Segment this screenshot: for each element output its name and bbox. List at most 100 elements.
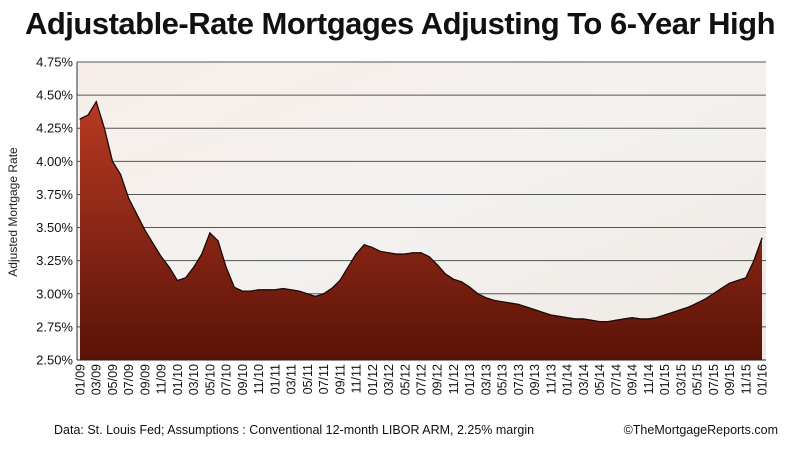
- footer-copyright: ©TheMortgageReports.com: [623, 423, 778, 437]
- x-tick-label: 03/10: [187, 364, 201, 395]
- data-point: [371, 246, 373, 249]
- data-point: [209, 232, 211, 234]
- data-point: [574, 318, 576, 320]
- x-tick-label: 01/16: [756, 364, 770, 395]
- x-tick-label: 07/14: [609, 364, 623, 395]
- x-tick-label: 05/14: [593, 364, 607, 395]
- data-point: [355, 253, 357, 255]
- data-point: [298, 290, 300, 292]
- y-tick-label: 4.75%: [36, 55, 73, 70]
- x-tick-label: 11/11: [350, 364, 364, 393]
- data-point: [461, 281, 463, 283]
- data-point: [404, 253, 406, 255]
- data-point: [485, 297, 487, 299]
- data-point: [331, 287, 333, 290]
- footer-source: Data: St. Louis Fed; Assumptions : Conve…: [54, 423, 535, 437]
- x-tick-label: 05/09: [106, 364, 120, 395]
- x-tick-label: 01/13: [463, 364, 477, 395]
- x-tick-label: 03/15: [674, 364, 688, 395]
- x-tick-label: 03/13: [479, 364, 493, 395]
- x-tick-label: 09/15: [723, 364, 737, 395]
- data-point: [95, 101, 97, 103]
- x-tick-label: 07/15: [707, 364, 721, 395]
- data-point: [688, 306, 690, 308]
- data-point: [517, 303, 520, 305]
- y-tick-label: 4.50%: [36, 88, 73, 103]
- data-point: [444, 273, 446, 275]
- data-point: [745, 277, 747, 279]
- data-point: [363, 244, 365, 246]
- data-point: [566, 317, 568, 319]
- data-point: [339, 279, 341, 282]
- data-point: [672, 311, 674, 313]
- x-tick-label: 11/10: [252, 364, 266, 394]
- data-point: [501, 301, 503, 303]
- x-tick-label: 09/13: [528, 364, 542, 395]
- data-point: [225, 266, 227, 268]
- data-point: [103, 127, 105, 129]
- data-point: [128, 197, 130, 200]
- data-point: [452, 278, 455, 280]
- x-tick-label: 05/13: [496, 364, 510, 395]
- x-tick-label: 01/12: [366, 364, 380, 395]
- y-axis-label: Adjusted Mortgage Rate: [6, 147, 20, 277]
- data-point: [136, 213, 138, 215]
- data-point: [761, 237, 763, 239]
- x-tick-label: 09/12: [431, 364, 445, 395]
- x-tick-label: 07/11: [317, 364, 331, 394]
- chart-title: Adjustable-Rate Mortgages Adjusting To 6…: [24, 6, 776, 41]
- x-tick-label: 01/11: [268, 364, 282, 394]
- data-point: [712, 293, 714, 295]
- data-point: [607, 320, 609, 323]
- data-point: [274, 289, 276, 291]
- data-point: [258, 289, 260, 291]
- data-point: [737, 279, 739, 282]
- data-point: [582, 318, 584, 320]
- data-point: [314, 295, 317, 298]
- x-tick-label: 03/14: [577, 364, 591, 395]
- y-tick-label: 3.50%: [36, 220, 73, 235]
- data-point: [290, 289, 292, 291]
- x-tick-label: 09/14: [626, 364, 640, 395]
- x-tick-label: 05/11: [301, 364, 315, 394]
- data-point: [720, 287, 723, 290]
- data-point: [282, 287, 284, 290]
- data-point: [704, 298, 706, 300]
- data-point: [176, 279, 179, 282]
- x-tick-label: 07/12: [415, 364, 429, 395]
- y-tick-label: 3.75%: [36, 187, 73, 202]
- y-tick-label: 3.25%: [36, 253, 73, 268]
- data-point: [493, 299, 495, 301]
- data-point: [120, 173, 122, 176]
- y-tick-label: 4.25%: [36, 121, 73, 136]
- data-point: [420, 252, 422, 254]
- data-point: [396, 253, 398, 255]
- data-point: [590, 319, 593, 321]
- data-point: [753, 260, 755, 262]
- data-point: [87, 114, 89, 116]
- x-tick-label: 07/10: [220, 364, 234, 395]
- data-point: [379, 250, 381, 252]
- x-tick-label: 01/09: [74, 364, 88, 395]
- data-point: [509, 302, 511, 304]
- data-point: [168, 266, 170, 268]
- x-tick-label: 09/09: [138, 364, 152, 395]
- data-point: [550, 314, 552, 316]
- data-point: [428, 256, 430, 258]
- x-tick-label: 05/12: [398, 364, 412, 395]
- data-point: [436, 264, 438, 266]
- data-point: [160, 256, 162, 258]
- data-point: [79, 118, 81, 120]
- data-point: [558, 315, 560, 317]
- data-point: [623, 318, 625, 320]
- x-tick-label: 05/10: [203, 364, 217, 395]
- y-tick-label: 4.00%: [36, 154, 73, 169]
- x-tick-label: 03/09: [90, 364, 104, 395]
- area-layer: [77, 100, 766, 361]
- x-tick-label: 11/14: [642, 364, 656, 394]
- data-point: [639, 318, 641, 320]
- data-point: [599, 320, 601, 323]
- data-point: [233, 286, 235, 288]
- y-tick-label: 3.00%: [36, 286, 73, 301]
